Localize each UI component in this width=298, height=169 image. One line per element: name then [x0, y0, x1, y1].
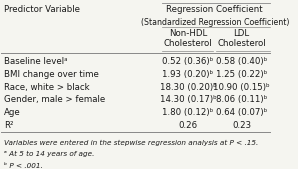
Text: Age: Age	[4, 108, 21, 117]
Text: Gender, male > female: Gender, male > female	[4, 95, 105, 104]
Text: 0.52 (0.36)ᵇ: 0.52 (0.36)ᵇ	[162, 57, 214, 66]
Text: Variables were entered in the stepwise regression analysis at P < .15.: Variables were entered in the stepwise r…	[4, 140, 258, 146]
Text: 0.58 (0.40)ᵇ: 0.58 (0.40)ᵇ	[216, 57, 267, 66]
Text: Regression Coefficient: Regression Coefficient	[167, 5, 263, 15]
Text: LDL
Cholesterol: LDL Cholesterol	[217, 29, 266, 48]
Text: 14.30 (0.17)ᵇ: 14.30 (0.17)ᵇ	[159, 95, 216, 104]
Text: 0.23: 0.23	[232, 121, 251, 130]
Text: 1.25 (0.22)ᵇ: 1.25 (0.22)ᵇ	[216, 70, 267, 79]
Text: (Standardized Regression Coefficient): (Standardized Regression Coefficient)	[141, 18, 289, 27]
Text: Baseline levelᵃ: Baseline levelᵃ	[4, 57, 68, 66]
Text: 0.64 (0.07)ᵇ: 0.64 (0.07)ᵇ	[216, 108, 267, 117]
Text: 1.93 (0.20)ᵇ: 1.93 (0.20)ᵇ	[162, 70, 213, 79]
Text: ᵇ P < .001.: ᵇ P < .001.	[4, 163, 43, 169]
Text: ᵃ At 5 to 14 years of age.: ᵃ At 5 to 14 years of age.	[4, 151, 94, 157]
Text: 1.80 (0.12)ᵇ: 1.80 (0.12)ᵇ	[162, 108, 214, 117]
Text: R²: R²	[4, 121, 14, 130]
Text: BMI change over time: BMI change over time	[4, 70, 99, 79]
Text: 10.90 (0.15)ᵇ: 10.90 (0.15)ᵇ	[213, 83, 270, 92]
Text: 18.30 (0.20)ᵇ: 18.30 (0.20)ᵇ	[159, 83, 216, 92]
Text: Non-HDL
Cholesterol: Non-HDL Cholesterol	[164, 29, 212, 48]
Text: 8.06 (0.11)ᵇ: 8.06 (0.11)ᵇ	[216, 95, 267, 104]
Text: Race, white > black: Race, white > black	[4, 83, 90, 92]
Text: Predictor Variable: Predictor Variable	[4, 5, 80, 15]
Text: 0.26: 0.26	[178, 121, 198, 130]
